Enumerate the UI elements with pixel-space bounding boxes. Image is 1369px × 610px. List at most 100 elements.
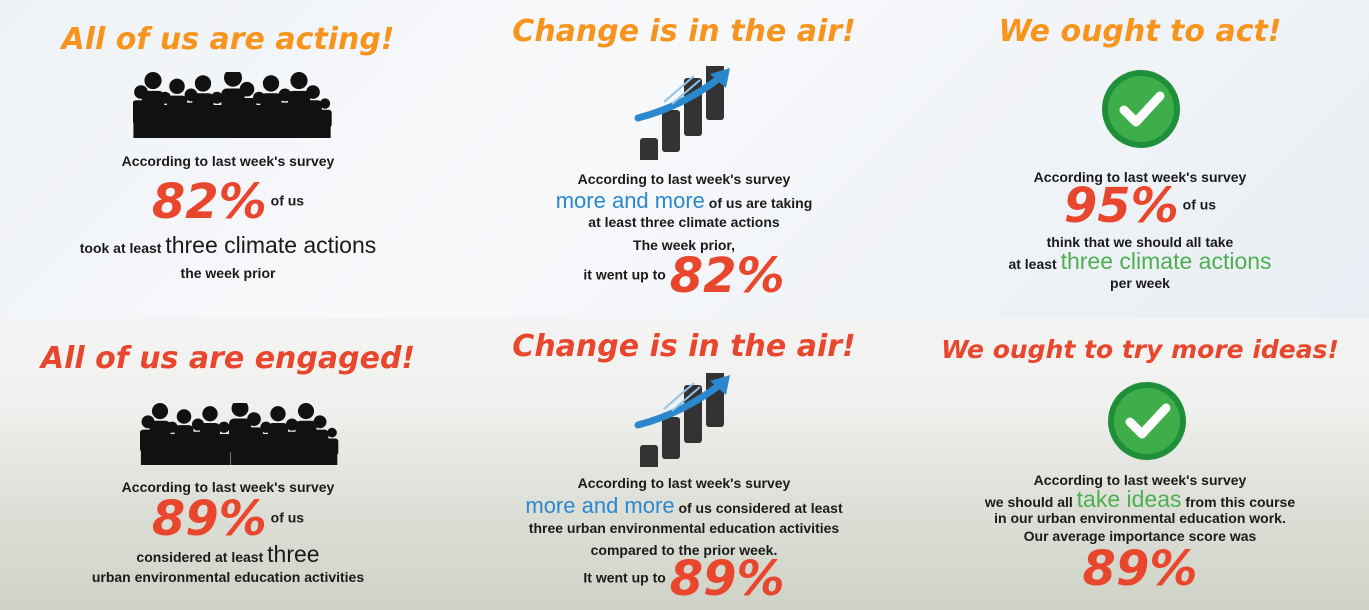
title: We ought to act! — [998, 14, 1282, 49]
icon-shape — [166, 95, 188, 123]
icon-shape — [326, 453, 338, 465]
icon-shape — [260, 93, 282, 122]
text: of us — [1182, 196, 1217, 213]
icon-shape — [201, 446, 219, 465]
icon-shape — [1114, 388, 1180, 454]
title: We ought to try more ideas! — [941, 335, 1339, 364]
icon-shape — [144, 72, 162, 90]
icon-shape — [217, 451, 231, 465]
icon-shape — [216, 434, 232, 454]
icon-shape — [259, 451, 273, 465]
emphasis: more and more — [555, 188, 705, 213]
icon-shape — [169, 78, 185, 95]
icon-shape — [297, 445, 315, 465]
panel: Change is in the air! According to last … — [456, 305, 912, 610]
icon-shape — [319, 98, 331, 109]
icon-shape — [313, 415, 327, 429]
panel: We ought to try more ideas! According to… — [912, 305, 1368, 610]
text-line: 82% of us — [0, 178, 456, 226]
icon-shape — [277, 122, 293, 138]
text: compared to the prior week. — [590, 542, 778, 558]
icon-shape — [640, 138, 658, 160]
percent: 95% — [1063, 178, 1179, 234]
text: three urban environmental education acti… — [528, 520, 840, 536]
icon-shape — [245, 427, 263, 452]
text: we should all — [984, 494, 1073, 510]
icon-shape — [290, 72, 308, 90]
icon-shape — [246, 448, 262, 465]
icon-shape — [325, 438, 339, 456]
text: It went up to — [583, 569, 666, 586]
percent: 82% — [669, 248, 785, 304]
icon-shape — [192, 93, 214, 122]
title: All of us are engaged! — [40, 341, 416, 376]
icon-shape — [311, 429, 329, 452]
icon-shape — [194, 118, 212, 138]
icon-shape — [304, 100, 322, 125]
icon-shape — [634, 379, 726, 429]
icon-shape — [168, 119, 186, 138]
icon-shape — [210, 91, 224, 104]
text: urban environmental education activities — [91, 569, 365, 585]
icon-shape — [289, 117, 309, 138]
panel: Change is in the air! According to last … — [456, 0, 912, 305]
text: According to last week's survey — [1033, 472, 1247, 488]
icon-shape — [223, 116, 243, 138]
text: think that we should all take — [1046, 234, 1234, 250]
icon-shape — [710, 68, 730, 88]
icon-shape — [1125, 403, 1171, 439]
icon-shape — [151, 403, 169, 420]
percent: 89% — [1082, 541, 1198, 597]
background-top — [0, 0, 1369, 318]
text: per week — [1110, 275, 1170, 291]
icon-shape — [1119, 91, 1165, 127]
text: considered at least — [136, 549, 264, 565]
icon-shape — [174, 425, 194, 451]
icon-shape — [662, 110, 680, 152]
icon-shape — [663, 382, 701, 412]
text: at least — [1008, 256, 1057, 272]
text: The week prior, — [633, 237, 735, 253]
emphasis: three climate actions — [165, 232, 377, 258]
emphasis: three — [267, 541, 320, 567]
icon-shape — [194, 75, 212, 92]
icon-shape — [297, 403, 315, 420]
icon-shape — [200, 422, 220, 450]
icon-shape — [231, 403, 249, 417]
text-line: it went up to 82% — [456, 252, 912, 300]
icon-shape — [268, 422, 288, 450]
percent: 82% — [151, 174, 267, 230]
percent: 89% — [669, 551, 785, 607]
text: According to last week's survey — [121, 479, 335, 495]
text: at least three climate actions — [588, 214, 780, 230]
text-line: at least three climate actions — [912, 250, 1368, 273]
icon-shape — [710, 375, 730, 395]
icon-shape — [151, 445, 169, 465]
icon-shape — [305, 121, 321, 138]
text-line: more and more of us considered at least — [456, 495, 912, 517]
text-line: 89% — [912, 545, 1368, 593]
icon-shape — [223, 72, 243, 87]
icon-shape — [640, 445, 658, 467]
text: According to last week's survey — [577, 475, 791, 491]
people-icon — [140, 403, 339, 465]
text-line: 89% of us — [0, 495, 456, 543]
growth-icon — [634, 373, 730, 467]
icon-shape — [295, 420, 317, 449]
icon-shape — [176, 447, 192, 465]
icon-shape — [285, 418, 299, 431]
text-line: we should all take ideas from this cours… — [912, 488, 1368, 511]
growth-icon — [634, 66, 730, 160]
text: from this course — [1185, 494, 1296, 510]
check-icon — [1108, 382, 1186, 460]
title: Change is in the air! — [512, 14, 856, 49]
text: Our average importance score was — [1023, 528, 1257, 544]
text-line: 95% of us — [912, 182, 1368, 230]
text-line: It went up to 89% — [456, 555, 912, 603]
text: the week prior — [180, 265, 276, 281]
icon-shape — [327, 427, 337, 438]
icon-shape — [247, 412, 261, 427]
text-line: considered at least three — [0, 543, 456, 566]
text: According to last week's survey — [1033, 169, 1247, 185]
